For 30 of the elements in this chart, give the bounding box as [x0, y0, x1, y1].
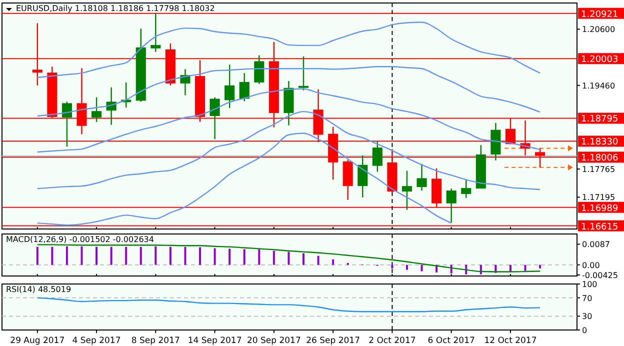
- chart-title: EURUSD,Daily 1.18108 1.18186 1.17798 1.18032: [16, 4, 215, 13]
- chart-title: RSI(14) 48.5019: [6, 285, 72, 294]
- ref-line-label: 1.18006: [581, 154, 618, 164]
- y-tick-label: 1.17195: [582, 193, 616, 202]
- x-tick-label: 20 Sep 2017: [246, 336, 301, 346]
- y-tick-label: 100: [582, 280, 598, 289]
- ref-line-label: 1.18795: [581, 114, 618, 125]
- x-tick-label: 4 Sep 2017: [72, 336, 121, 346]
- x-tick-label: 14 Sep 2017: [188, 336, 242, 346]
- y-tick-label: 1.19460: [582, 81, 616, 90]
- ref-line-label: 1.20003: [581, 55, 618, 66]
- ref-line-label: 1.18330: [581, 138, 618, 148]
- y-tick-label: 70: [582, 294, 592, 303]
- y-tick-label: 0.0087: [582, 240, 610, 250]
- x-tick-label: 12 Oct 2017: [484, 336, 537, 346]
- x-tick-label: 6 Oct 2017: [428, 336, 475, 346]
- y-tick-label: 30: [582, 312, 592, 322]
- x-tick-label: 8 Sep 2017: [131, 336, 180, 346]
- y-tick-label: 1.17765: [582, 165, 616, 174]
- ref-line-label: 1.20921: [581, 10, 618, 20]
- y-tick-label: -0.00425: [582, 270, 618, 280]
- x-tick-label: 29 Aug 2017: [10, 336, 65, 346]
- chart-title: MACD(12,26,9) -0.001502 -0.002634: [6, 235, 154, 244]
- x-tick-label: 26 Sep 2017: [306, 336, 360, 346]
- ref-line-label: 1.16615: [581, 222, 618, 232]
- y-tick-label: 0: [582, 326, 588, 335]
- y-tick-label: 1.20600: [582, 25, 616, 34]
- ref-line-label: 1.16989: [581, 204, 618, 214]
- x-tick-label: 2 Oct 2017: [368, 336, 416, 346]
- y-tick-label: 0.00: [582, 260, 600, 270]
